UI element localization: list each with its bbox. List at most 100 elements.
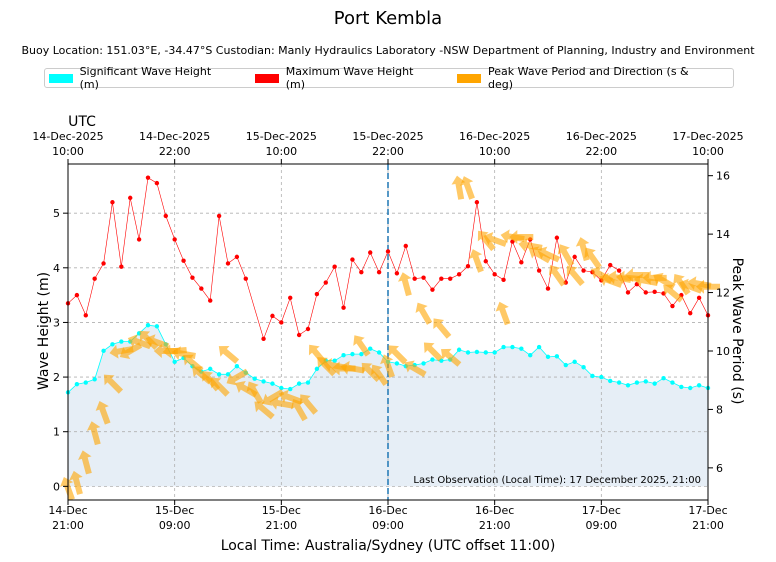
- hmax-point: [341, 305, 346, 310]
- hs-point: [270, 381, 275, 386]
- hs-point: [110, 342, 115, 347]
- y-tick-label: 3: [53, 316, 60, 329]
- hmax-point: [110, 200, 115, 205]
- top-tick-label-date: 17-Dec-2025: [672, 130, 743, 143]
- hmax-point: [92, 276, 97, 281]
- hmax-point: [465, 263, 471, 269]
- hmax-point: [670, 303, 675, 309]
- legend-item-hs: Significant Wave Height (m): [49, 65, 231, 91]
- hmax-point: [554, 235, 560, 240]
- hs-point: [528, 353, 533, 358]
- hmax-point: [430, 287, 435, 292]
- y2-axis-label: Peak Wave Period (s): [729, 258, 745, 405]
- hs-point: [101, 348, 106, 354]
- tp-arrow: [78, 450, 92, 475]
- hmax-point: [439, 276, 444, 281]
- top-tick-label-date: 14-Dec-2025: [32, 130, 103, 143]
- hs-point: [474, 349, 480, 355]
- hs-point: [501, 344, 506, 350]
- hs-point: [536, 344, 542, 350]
- hs-point: [563, 362, 568, 368]
- legend-swatch-hmax: [255, 73, 279, 83]
- hmax-point: [296, 332, 302, 338]
- tp-arrow: [460, 176, 475, 200]
- hs-point: [572, 359, 577, 364]
- legend-label-hmax: Maximum Wave Height (m): [285, 65, 414, 91]
- hmax-point: [145, 175, 151, 180]
- hs-point: [332, 358, 337, 363]
- tp-arrow: [361, 362, 381, 383]
- hmax-point: [519, 260, 524, 265]
- x-tick-label-time: 09:00: [372, 519, 404, 532]
- hmax-point: [359, 269, 364, 275]
- hs-point: [590, 373, 595, 379]
- hs-point: [625, 383, 631, 388]
- legend: Significant Wave Height (m) Maximum Wave…: [44, 65, 734, 91]
- hs-point: [261, 379, 266, 384]
- x-tick-label-time: 21:00: [479, 519, 511, 532]
- tp-arrow: [441, 348, 462, 367]
- hs-point: [252, 376, 257, 381]
- hmax-point: [305, 326, 311, 332]
- x-tick-label-date: 15-Dec: [262, 504, 301, 517]
- hs-point: [314, 366, 320, 372]
- hmax-point: [483, 259, 488, 264]
- tp-arrow: [95, 401, 111, 425]
- hs-point: [456, 347, 462, 352]
- x-tick-label-time: 09:00: [585, 519, 617, 532]
- hs-point: [643, 379, 648, 384]
- hs-point: [234, 363, 240, 369]
- hmax-point: [172, 237, 177, 242]
- hmax-point: [652, 289, 657, 295]
- hs-point: [465, 350, 471, 355]
- hs-point: [679, 384, 684, 390]
- top-tick-label-time: 10:00: [692, 145, 724, 158]
- y-tick-label: 1: [53, 426, 60, 439]
- hs-point: [634, 380, 640, 385]
- hmax-point: [279, 320, 284, 325]
- legend-label-hs: Significant Wave Height (m): [79, 65, 212, 91]
- top-tick-label-date: 14-Dec-2025: [139, 130, 210, 143]
- hs-point: [696, 383, 702, 388]
- hs-point: [154, 324, 160, 329]
- hmax-point: [501, 277, 506, 283]
- hs-point: [554, 354, 560, 359]
- x-tick-label-date: 16-Dec: [368, 504, 407, 517]
- tp-arrow: [246, 381, 264, 404]
- hmax-point: [119, 264, 124, 269]
- hmax-point: [581, 268, 586, 273]
- top-tick-label-time: 10:00: [52, 145, 84, 158]
- hmax-point: [270, 313, 275, 319]
- last-observation-annotation: Last Observation (Local Time): 17 Decemb…: [413, 475, 701, 486]
- tp-arrow: [598, 272, 623, 288]
- hmax-point: [394, 271, 400, 276]
- tp-arrow: [218, 345, 240, 364]
- tp-arrow: [291, 399, 308, 422]
- axes: 14-Dec 21:00 15-Dec 09:00 15-Dec 21:00 16-Dec 0…: [32, 130, 743, 532]
- hmax-point: [492, 272, 497, 277]
- tp-arrow: [388, 345, 408, 365]
- hmax-point: [572, 254, 577, 260]
- tp-arrow: [566, 265, 585, 287]
- tp-arrow: [663, 284, 684, 303]
- x-axis-label: Local Time: Australia/Sydney (UTC offset…: [221, 538, 556, 554]
- hs-point: [510, 344, 515, 350]
- hmax-point: [154, 180, 160, 186]
- hmax-point: [314, 291, 320, 297]
- legend-swatch-tp: [457, 73, 482, 83]
- hs-point: [208, 366, 213, 372]
- tp-arrow: [548, 265, 567, 287]
- hs-point: [341, 353, 346, 358]
- x-tick-label-date: 14-Dec: [48, 504, 87, 517]
- x-tick-label-time: 21:00: [52, 519, 84, 532]
- tp-arrow: [226, 368, 249, 386]
- tp-arrow: [380, 354, 395, 378]
- hmax-point: [368, 250, 373, 255]
- chart-subtitle: Buoy Location: 151.03°E, -34.47°S Custod…: [21, 44, 755, 57]
- tp-arrow: [254, 401, 275, 420]
- hs-point: [288, 386, 293, 392]
- x-tick-label-date: 17-Dec: [688, 504, 727, 517]
- y-axis-label: Wave Height (m): [36, 272, 52, 390]
- tp-arrow: [103, 374, 124, 394]
